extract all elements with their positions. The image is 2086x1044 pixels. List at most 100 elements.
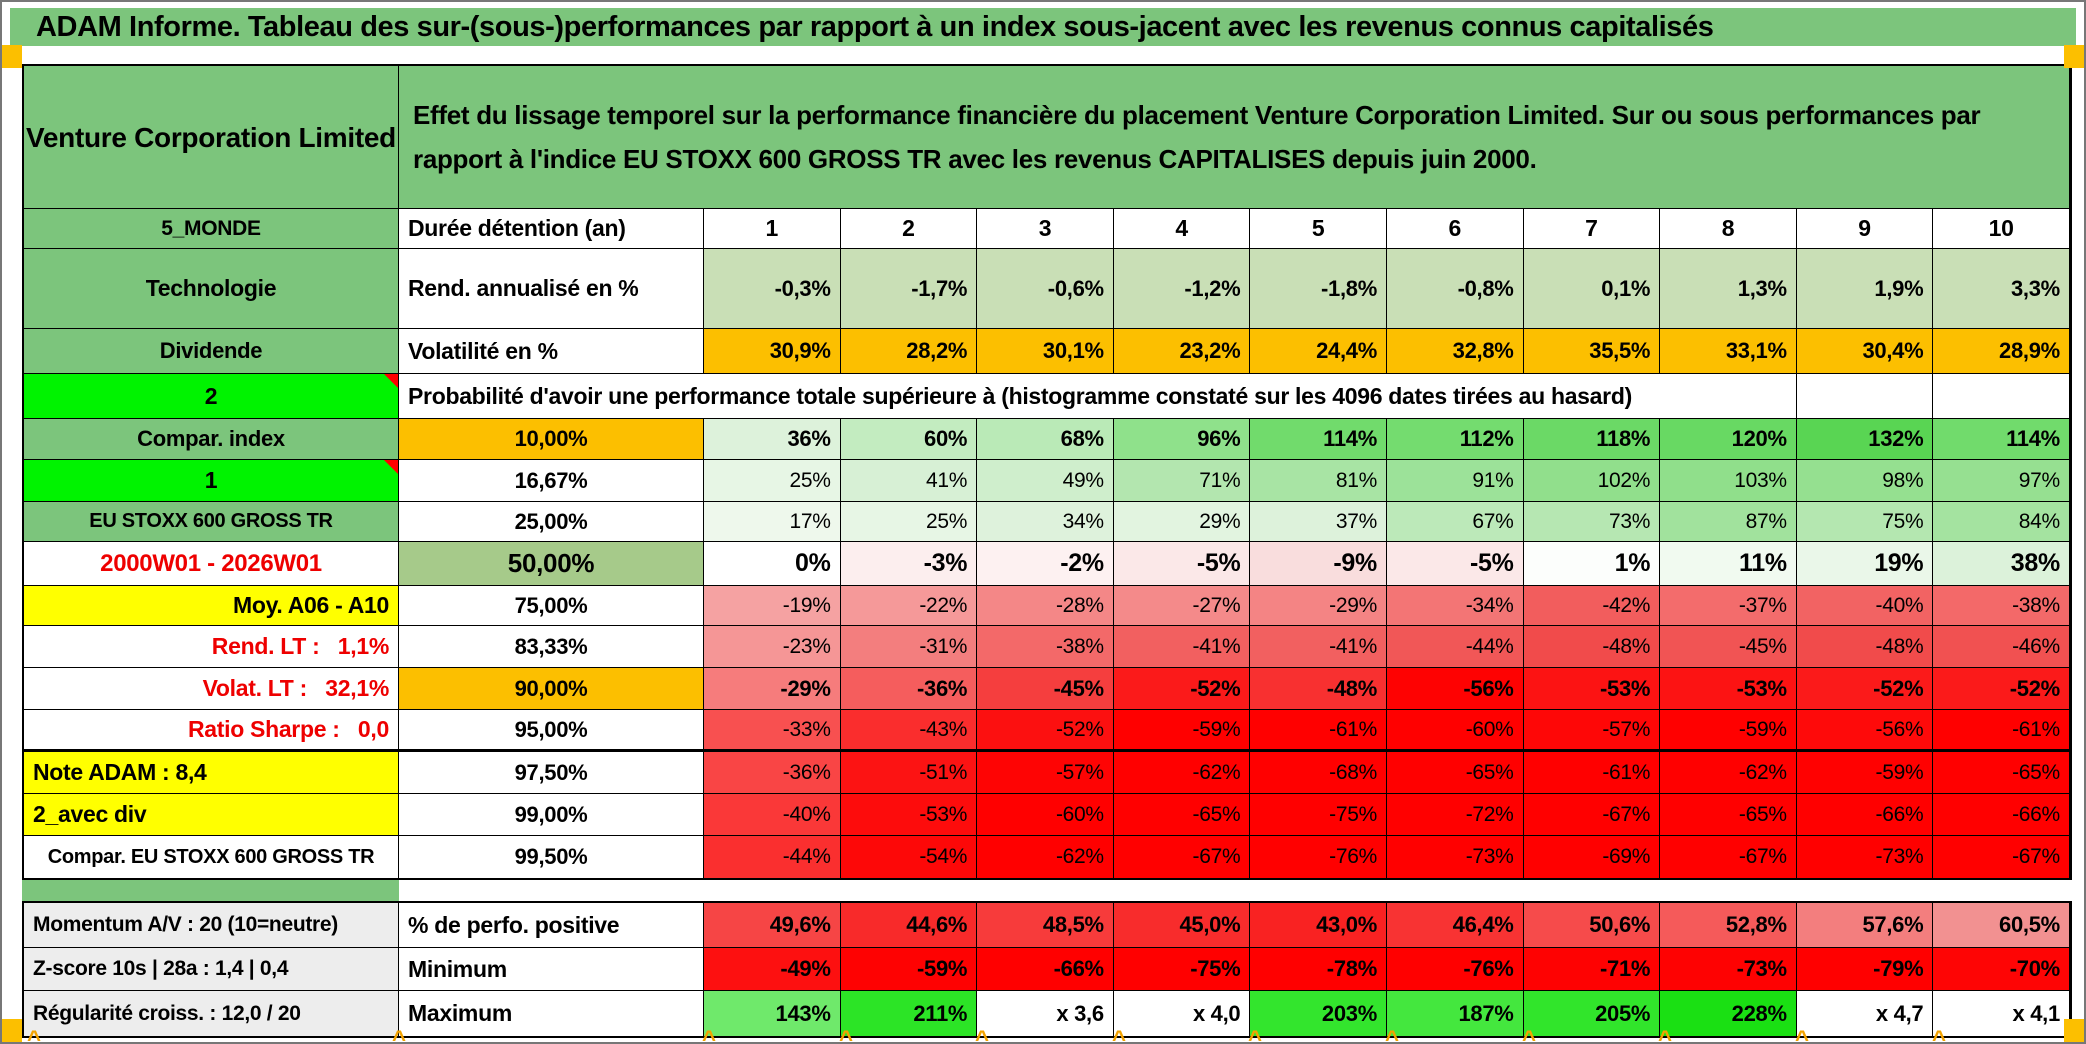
value-cell[interactable]: -2% (977, 542, 1114, 586)
value-cell[interactable]: 187% (1386, 991, 1524, 1036)
metric-label[interactable]: Rend. annualisé en % (399, 249, 704, 329)
value-cell[interactable]: -36% (704, 752, 841, 794)
value-cell[interactable]: -76% (1250, 836, 1387, 878)
value-cell[interactable]: x 4,1 (1933, 991, 2070, 1036)
value-cell[interactable]: 81% (1250, 460, 1387, 502)
value-cell[interactable]: -1,7% (840, 249, 978, 329)
value-cell[interactable]: -56% (1796, 710, 1934, 752)
row-label[interactable]: Volat. LT : 32,1% (24, 668, 399, 710)
value-cell[interactable]: -44% (1386, 626, 1524, 668)
value-cell[interactable]: -60% (977, 794, 1114, 836)
value-cell[interactable]: -62% (1660, 752, 1797, 794)
value-cell[interactable]: -49% (704, 948, 841, 991)
value-cell[interactable]: 1,9% (1796, 249, 1934, 329)
value-cell[interactable]: 0% (704, 542, 841, 586)
value-cell[interactable]: -62% (1113, 752, 1251, 794)
row-label[interactable]: 5_MONDE (24, 209, 399, 249)
value-cell[interactable]: 84% (1933, 502, 2070, 542)
metric-label[interactable]: 97,50% (399, 752, 704, 794)
value-cell[interactable]: 57,6% (1796, 903, 1934, 948)
value-cell[interactable]: -36% (840, 668, 978, 710)
value-cell[interactable]: 1,3% (1660, 249, 1797, 329)
value-cell[interactable]: -65% (1933, 752, 2070, 794)
value-cell[interactable]: 91% (1386, 460, 1524, 502)
value-cell[interactable]: x 3,6 (977, 991, 1114, 1036)
value-cell[interactable]: -73% (1386, 836, 1524, 878)
value-cell[interactable]: -31% (840, 626, 978, 668)
value-cell[interactable]: 52,8% (1660, 903, 1797, 948)
row-label[interactable]: 1 (24, 460, 399, 502)
value-cell[interactable]: -75% (1250, 794, 1387, 836)
value-cell[interactable]: -45% (1660, 626, 1797, 668)
value-cell[interactable]: -67% (1523, 794, 1661, 836)
value-cell[interactable]: 1 (704, 209, 841, 249)
value-cell[interactable]: 37% (1250, 502, 1387, 542)
value-cell[interactable]: 4 (1113, 209, 1251, 249)
value-cell[interactable]: 114% (1933, 419, 2070, 460)
value-cell[interactable]: -78% (1250, 948, 1387, 991)
value-cell[interactable]: -72% (1386, 794, 1524, 836)
value-cell[interactable]: x 4,7 (1796, 991, 1934, 1036)
metric-label[interactable]: 25,00% (399, 502, 704, 542)
value-cell[interactable]: -67% (1113, 836, 1251, 878)
value-cell[interactable]: 205% (1523, 991, 1661, 1036)
row-label[interactable]: Dividende (24, 329, 399, 374)
value-cell[interactable]: -40% (1796, 586, 1934, 626)
value-cell[interactable]: -5% (1386, 542, 1524, 586)
value-cell[interactable]: -22% (840, 586, 978, 626)
metric-label[interactable]: 95,00% (399, 710, 704, 752)
value-cell[interactable]: -66% (1933, 794, 2070, 836)
value-cell[interactable]: -67% (1660, 836, 1797, 878)
row-label[interactable]: Rend. LT : 1,1% (24, 626, 399, 668)
metric-label[interactable]: 90,00% (399, 668, 704, 710)
metric-label[interactable]: Maximum (399, 991, 704, 1036)
value-cell[interactable]: -65% (1386, 752, 1524, 794)
value-cell[interactable]: -67% (1933, 836, 2070, 878)
metric-label[interactable]: Durée détention (an) (399, 209, 704, 249)
value-cell[interactable]: -68% (1250, 752, 1387, 794)
value-cell[interactable]: 32,8% (1386, 329, 1524, 374)
value-cell[interactable]: 45,0% (1113, 903, 1251, 948)
row-label[interactable]: 2000W01 - 2026W01 (24, 542, 399, 586)
value-cell[interactable]: 7 (1523, 209, 1661, 249)
value-cell[interactable]: -43% (840, 710, 978, 752)
row-label[interactable]: Compar. EU STOXX 600 GROSS TR (24, 836, 399, 878)
value-cell[interactable]: 203% (1250, 991, 1387, 1036)
value-cell[interactable]: 10 (1933, 209, 2070, 249)
value-cell[interactable]: 50,6% (1523, 903, 1661, 948)
value-cell[interactable]: 34% (977, 502, 1114, 542)
value-cell[interactable]: 30,1% (977, 329, 1114, 374)
value-cell[interactable]: -0,6% (977, 249, 1114, 329)
value-cell[interactable]: 43,0% (1250, 903, 1387, 948)
value-cell[interactable]: 87% (1660, 502, 1797, 542)
metric-label[interactable]: % de perfo. positive (399, 903, 704, 948)
value-cell[interactable]: -5% (1113, 542, 1251, 586)
value-cell[interactable]: 6 (1386, 209, 1524, 249)
value-cell[interactable]: -53% (1660, 668, 1797, 710)
value-cell[interactable]: -1,2% (1113, 249, 1251, 329)
value-cell[interactable]: -60% (1386, 710, 1524, 752)
value-cell[interactable]: 44,6% (840, 903, 978, 948)
value-cell[interactable]: 38% (1933, 542, 2070, 586)
value-cell[interactable]: -65% (1660, 794, 1797, 836)
value-cell[interactable]: -70% (1933, 948, 2070, 991)
value-cell[interactable]: -62% (977, 836, 1114, 878)
value-cell[interactable]: -75% (1113, 948, 1251, 991)
value-cell[interactable]: -73% (1796, 836, 1934, 878)
row-label[interactable]: Régularité croiss. : 12,0 / 20 (24, 991, 399, 1036)
value-cell[interactable]: -57% (977, 752, 1114, 794)
value-cell[interactable]: 5 (1250, 209, 1387, 249)
value-cell[interactable]: 118% (1523, 419, 1661, 460)
value-cell[interactable]: 114% (1250, 419, 1387, 460)
metric-label[interactable]: 83,33% (399, 626, 704, 668)
value-cell[interactable]: 211% (840, 991, 978, 1036)
row-label[interactable]: Compar. index (24, 419, 399, 460)
value-cell[interactable]: -44% (704, 836, 841, 878)
row-label[interactable]: Z-score 10s | 28a : 1,4 | 0,4 (24, 948, 399, 991)
value-cell[interactable]: -53% (1523, 668, 1661, 710)
value-cell[interactable]: 60,5% (1933, 903, 2070, 948)
value-cell[interactable]: -66% (977, 948, 1114, 991)
row-label[interactable]: Venture Corporation Limited (24, 66, 399, 209)
value-cell[interactable]: 97% (1933, 460, 2070, 502)
value-cell[interactable]: 17% (704, 502, 841, 542)
